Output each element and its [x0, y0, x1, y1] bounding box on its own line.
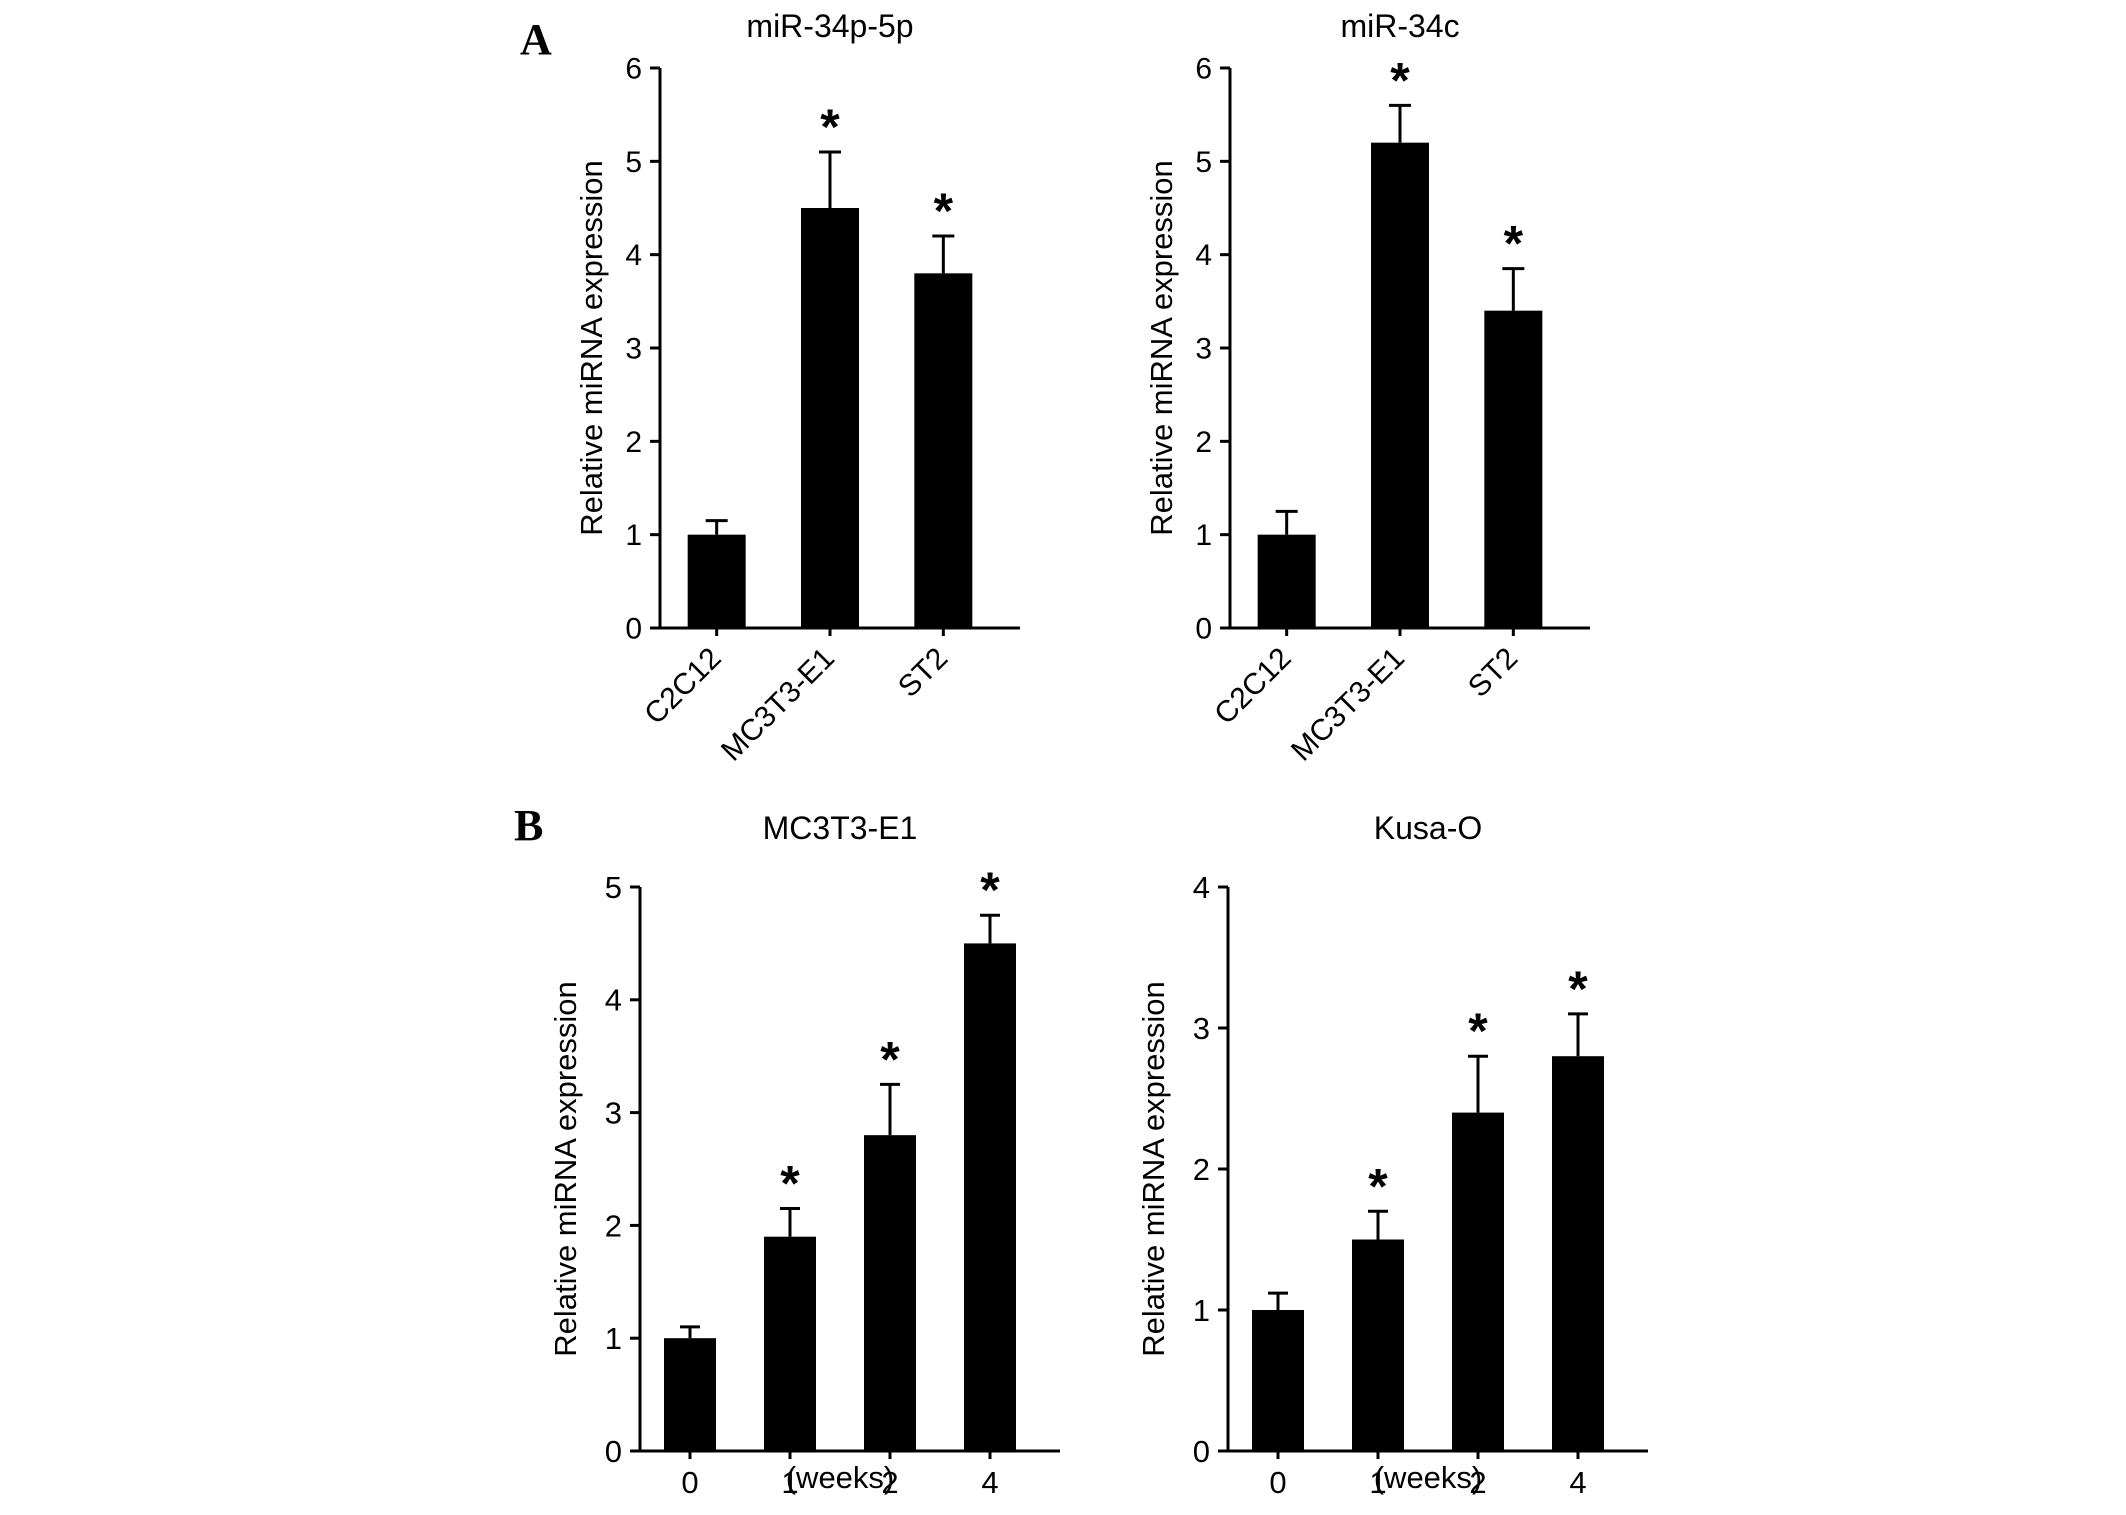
x-axis-label: (weeks) [1373, 1460, 1483, 1495]
y-tick-label: 1 [605, 1321, 622, 1356]
bar [864, 1135, 916, 1451]
x-tick-label: MC3T3-E1 [1285, 642, 1411, 768]
x-tick-label: 2 [881, 1465, 898, 1500]
x-tick-label: MC3T3-E1 [715, 642, 841, 768]
significance-star: * [820, 99, 840, 155]
panel-b-label: B [514, 801, 544, 850]
y-tick-label: 3 [625, 333, 642, 366]
y-tick-label: 1 [1193, 1293, 1210, 1328]
y-tick-label: 2 [1193, 1152, 1210, 1187]
x-tick-label: 0 [681, 1465, 698, 1500]
y-tick-label: 2 [625, 426, 642, 459]
bar [1452, 1112, 1504, 1451]
bar [1257, 534, 1316, 628]
x-tick-label: 4 [981, 1465, 998, 1500]
significance-star: * [880, 1031, 900, 1087]
y-tick-label: 5 [1195, 146, 1212, 179]
significance-star: * [1568, 961, 1588, 1017]
chart-kusa-o: Kusa-O Relative miRNA expression 0 1 2 3 4 0 *… [1088, 810, 1648, 1515]
significance-star: * [1504, 216, 1524, 272]
bar [1484, 310, 1543, 628]
x-tick-label: ST2 [892, 642, 954, 704]
y-tick-label: 5 [605, 870, 622, 905]
x-tick-label: 1 [1369, 1465, 1386, 1500]
y-tick-label: 3 [605, 1095, 622, 1130]
bar [1371, 142, 1429, 628]
bar [1352, 1239, 1404, 1451]
x-axis-label: (weeks) [785, 1460, 895, 1495]
plot-area-mir-34p-5p: 0 1 2 3 4 5 6 C2C12 * MC3T3-E1 * ST2 [625, 53, 1020, 768]
y-tick-label: 4 [1193, 870, 1210, 905]
y-tick-label: 2 [1195, 426, 1212, 459]
bar [914, 273, 973, 628]
bar [801, 208, 859, 628]
y-tick-label: 0 [605, 1434, 622, 1469]
bar [964, 943, 1016, 1451]
plot-area-kusa-o: 0 1 2 3 4 0 * 1 * 2 * 4 [1193, 870, 1648, 1500]
plot-area-mc3t3-e1: 0 1 2 3 4 5 0 * 1 * 2 * 4 [605, 862, 1060, 1500]
bar [1252, 1310, 1304, 1451]
x-tick-label: C2C12 [638, 642, 727, 731]
y-tick-label: 0 [1195, 613, 1212, 646]
x-tick-label: 0 [1269, 1465, 1286, 1500]
y-tick-label: 5 [625, 146, 642, 179]
chart-title: miR-34p-5p [746, 8, 914, 44]
y-tick-label: 2 [605, 1208, 622, 1243]
chart-title: miR-34c [1340, 8, 1460, 44]
panel-a-label: A [520, 15, 552, 64]
y-tick-label: 4 [1195, 239, 1212, 272]
significance-star: * [1390, 52, 1410, 108]
x-tick-label: ST2 [1462, 642, 1524, 704]
plot-area-mir-34c: 0 1 2 3 4 5 6 C2C12 * MC3T3-E1 * ST2 [1195, 52, 1590, 768]
y-tick-label: 0 [625, 613, 642, 646]
significance-star: * [980, 862, 1000, 918]
y-tick-label: 3 [1193, 1011, 1210, 1046]
y-tick-label: 1 [625, 519, 642, 552]
x-tick-label: 4 [1569, 1465, 1586, 1500]
significance-star: * [1368, 1158, 1388, 1214]
chart-title: Kusa-O [1373, 810, 1483, 846]
y-tick-label: 4 [605, 983, 622, 1018]
chart-title: MC3T3-E1 [762, 810, 918, 846]
y-tick-label: 4 [625, 239, 642, 272]
x-tick-label: 2 [1469, 1465, 1486, 1500]
y-tick-label: 0 [1193, 1434, 1210, 1469]
y-tick-label: 6 [1195, 53, 1212, 86]
y-tick-label: 6 [625, 53, 642, 86]
y-tick-label: 1 [1195, 519, 1212, 552]
y-tick-label: 3 [1195, 333, 1212, 366]
significance-star: * [780, 1155, 800, 1211]
x-tick-label: 1 [781, 1465, 798, 1500]
bar [764, 1236, 816, 1451]
significance-star: * [934, 183, 954, 239]
bar [664, 1338, 716, 1451]
x-tick-label: C2C12 [1208, 642, 1297, 731]
bar [1552, 1056, 1604, 1451]
significance-star: * [1468, 1003, 1488, 1059]
bar [687, 534, 746, 628]
